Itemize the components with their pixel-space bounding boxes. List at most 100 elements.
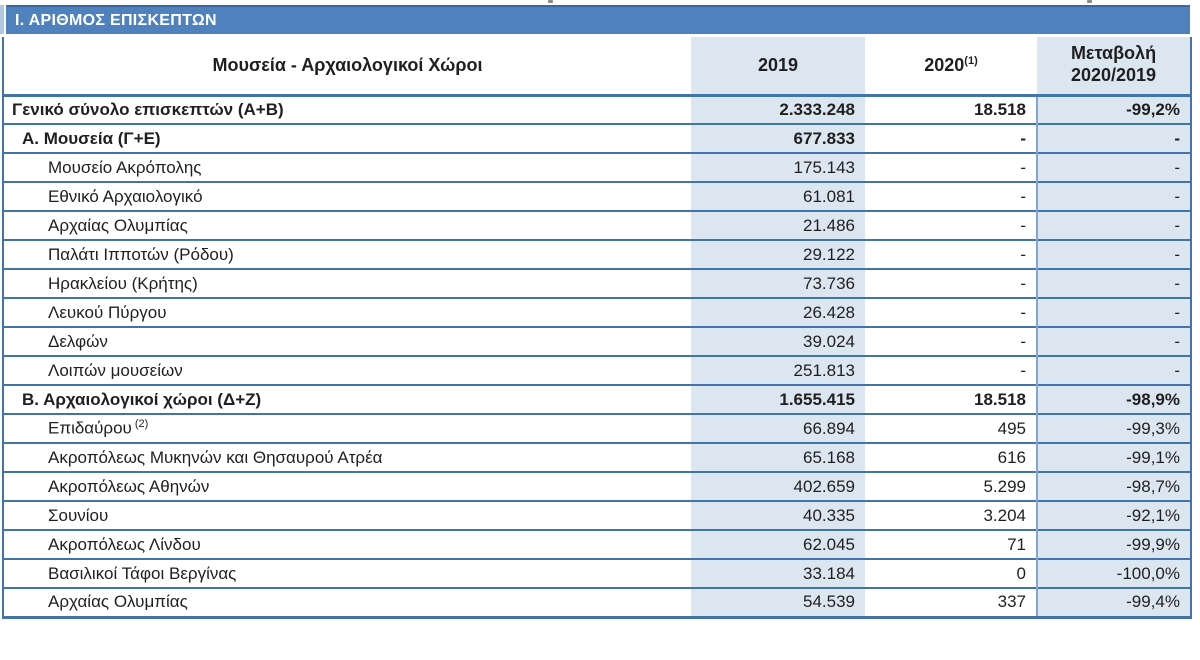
value-2019: 175.143 — [691, 153, 865, 182]
value-2020: - — [1020, 360, 1026, 380]
value-2020: 616 — [997, 447, 1026, 467]
value-2019: 39.024 — [691, 327, 865, 356]
row-label: Αρχαίας Ολυμπίας — [3, 211, 691, 240]
row-label-text: Λευκού Πύργου — [48, 302, 167, 322]
value-2019: 65.168 — [691, 443, 865, 472]
row-label: Α. Μουσεία (Γ+Ε) — [3, 124, 691, 153]
row-label: Δελφών — [3, 327, 691, 356]
table-row: Παλάτι Ιπποτών (Ρόδου) 29.122 - - — [3, 240, 1191, 269]
value-2020: - — [1020, 244, 1026, 264]
title-accent-strip — [0, 5, 4, 34]
value-2020: - — [1020, 128, 1026, 148]
value-change: - — [1036, 356, 1191, 385]
value-change: -100,0% — [1036, 559, 1191, 588]
row-label-text: Παλάτι Ιπποτών (Ρόδου) — [48, 244, 234, 264]
row-label-text: Βασιλικοί Τάφοι Βεργίνας — [48, 563, 237, 583]
row-label-text: Δελφών — [48, 331, 108, 351]
value-2019: 251.813 — [691, 356, 865, 385]
value-2019: 73.736 — [691, 269, 865, 298]
value-2019: 40.335 — [691, 501, 865, 530]
value-change: -98,9% — [1036, 385, 1191, 414]
value-2020: - — [1020, 273, 1026, 293]
table-row: Ακροπόλεως Αθηνών 402.659 5.299 -98,7% — [3, 472, 1191, 501]
col-header-name: Μουσεία - Αρχαιολογικοί Χώροι — [212, 54, 483, 75]
row-label-text: Αρχαίας Ολυμπίας — [48, 592, 188, 612]
row-label: Επιδαύρου (2) — [3, 414, 691, 443]
value-change: -99,9% — [1036, 530, 1191, 559]
value-change: - — [1036, 327, 1191, 356]
row-label: Ακροπόλεως Αθηνών — [3, 472, 691, 501]
value-change: -98,7% — [1036, 472, 1191, 501]
value-2019: 61.081 — [691, 182, 865, 211]
value-2020: 495 — [997, 418, 1026, 438]
row-label-text: Μουσείο Ακρόπολης — [48, 157, 202, 177]
value-2019: 1.655.415 — [691, 385, 865, 414]
value-2020: 0 — [1016, 563, 1026, 583]
row-label-text: Εθνικό Αρχαιολογικό — [48, 186, 203, 206]
row-label: Εθνικό Αρχαιολογικό — [3, 182, 691, 211]
section-title-bar: Ι. ΑΡΙΘΜΟΣ ΕΠΙΣΚΕΠΤΩΝ — [0, 5, 1190, 34]
value-2019: 33.184 — [691, 559, 865, 588]
value-2020: 5.299 — [983, 476, 1026, 496]
value-change: - — [1036, 211, 1191, 240]
value-2019: 21.486 — [691, 211, 865, 240]
value-change: -99,4% — [1036, 588, 1191, 617]
value-2020: 18.518 — [974, 389, 1026, 409]
table-row: Ακροπόλεως Λίνδου 62.045 71 -99,9% — [3, 530, 1191, 559]
value-2019: 26.428 — [691, 298, 865, 327]
table-header-row: Μουσεία - Αρχαιολογικοί Χώροι 2019 2020(… — [3, 37, 1191, 95]
col-header-change-label: Μεταβολή 2020/2019 — [1070, 43, 1157, 86]
value-change: - — [1036, 182, 1191, 211]
section-title: Ι. ΑΡΙΘΜΟΣ ΕΠΙΣΚΕΠΤΩΝ — [15, 11, 217, 29]
row-label-text: Αρχαίας Ολυμπίας — [48, 215, 188, 235]
value-change: - — [1036, 269, 1191, 298]
value-2020: 337 — [997, 592, 1026, 612]
table-row: Αρχαίας Ολυμπίας 21.486 - - — [3, 211, 1191, 240]
table-row: Β. Αρχαιολογικοί χώροι (Δ+Ζ) 1.655.415 1… — [3, 385, 1191, 414]
footnote-marker-1: (1) — [964, 54, 978, 67]
row-label-text: Σουνίου — [48, 505, 109, 525]
value-2019: 29.122 — [691, 240, 865, 269]
section-title-background: Ι. ΑΡΙΘΜΟΣ ΕΠΙΣΚΕΠΤΩΝ — [6, 5, 1190, 34]
value-2019: 2.333.248 — [691, 95, 865, 124]
row-label-text: Ηρακλείου (Κρήτης) — [48, 273, 198, 293]
visitors-table: Μουσεία - Αρχαιολογικοί Χώροι 2019 2020(… — [2, 37, 1192, 619]
row-label: Αρχαίας Ολυμπίας — [3, 588, 691, 617]
value-2019: 66.894 — [691, 414, 865, 443]
value-change: - — [1036, 153, 1191, 182]
table-row: Λοιπών μουσείων 251.813 - - — [3, 356, 1191, 385]
row-label: Λοιπών μουσείων — [3, 356, 691, 385]
value-change: -92,1% — [1036, 501, 1191, 530]
row-label: Γενικό σύνολο επισκεπτών (Α+Β) — [3, 95, 691, 124]
value-2020: - — [1020, 331, 1026, 351]
row-label-text: Ακροπόλεως Λίνδου — [48, 534, 201, 554]
row-label: Λευκού Πύργου — [3, 298, 691, 327]
table-row: Εθνικό Αρχαιολογικό 61.081 - - — [3, 182, 1191, 211]
row-label-text: Γενικό σύνολο επισκεπτών (Α+Β) — [12, 99, 284, 119]
row-label: Παλάτι Ιπποτών (Ρόδου) — [3, 240, 691, 269]
value-change: -99,3% — [1036, 414, 1191, 443]
row-label-text: Επιδαύρου — [48, 418, 132, 438]
value-2020: - — [1020, 302, 1026, 322]
row-label: Β. Αρχαιολογικοί χώροι (Δ+Ζ) — [3, 385, 691, 414]
row-label-text: Λοιπών μουσείων — [48, 360, 183, 380]
value-2020: 3.204 — [983, 505, 1026, 525]
row-label-text: Ακροπόλεως Μυκηνών και Θησαυρού Ατρέα — [48, 447, 383, 467]
table-row: Ακροπόλεως Μυκηνών και Θησαυρού Ατρέα 65… — [3, 443, 1191, 472]
value-change: - — [1036, 298, 1191, 327]
value-change: - — [1036, 124, 1191, 153]
table-row: Δελφών 39.024 - - — [3, 327, 1191, 356]
cropped-top-strip — [0, 0, 1200, 5]
value-2020: 71 — [1007, 534, 1026, 554]
cropped-text-remnant — [1087, 0, 1092, 3]
row-label: Ακροπόλεως Λίνδου — [3, 530, 691, 559]
cropped-text-remnant — [548, 0, 553, 3]
table-row: Μουσείο Ακρόπολης 175.143 - - — [3, 153, 1191, 182]
col-header-2020-year: 2020 — [924, 54, 965, 75]
row-label: Ακροπόλεως Μυκηνών και Θησαυρού Ατρέα — [3, 443, 691, 472]
value-2020: 18.518 — [974, 99, 1026, 119]
row-label-text: Α. Μουσεία (Γ+Ε) — [22, 128, 161, 148]
value-2020: - — [1020, 215, 1026, 235]
value-2019: 54.539 — [691, 588, 865, 617]
value-2019: 402.659 — [691, 472, 865, 501]
